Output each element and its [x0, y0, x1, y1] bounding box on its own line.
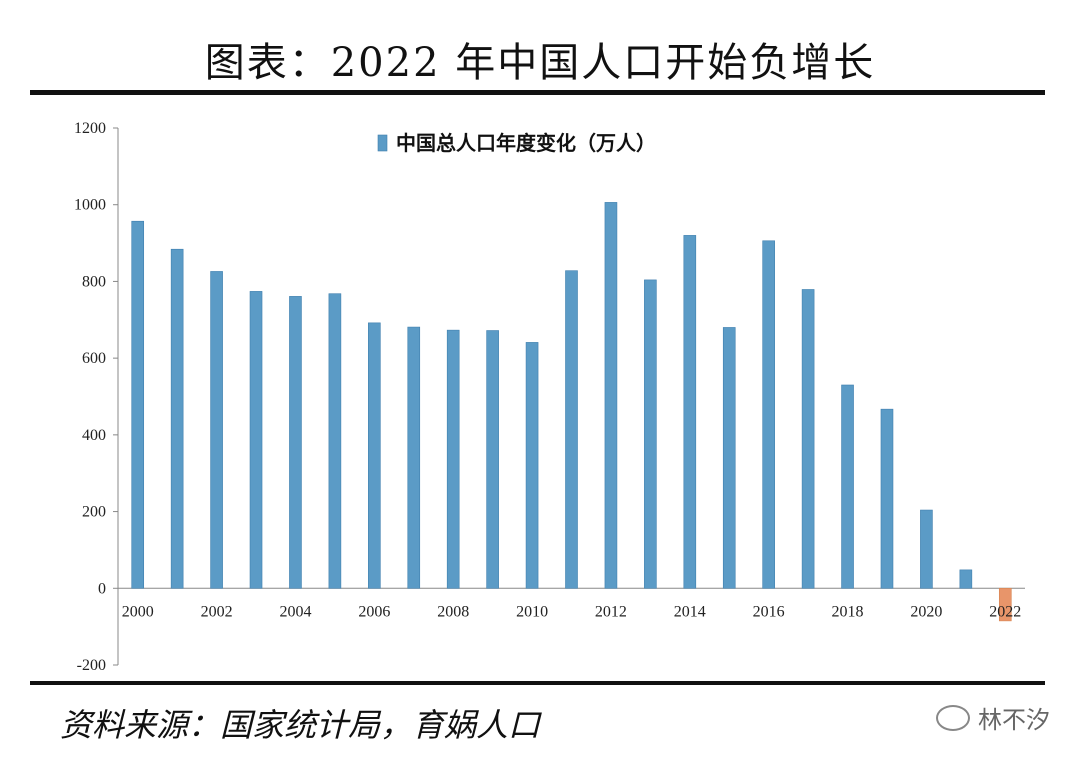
bar-2020	[920, 509, 933, 589]
bar-2003	[249, 291, 263, 589]
y-tick-label: 1200	[74, 120, 106, 137]
page-title: 图表：2022 年中国人口开始负增长	[204, 40, 876, 86]
bar-2009	[486, 330, 499, 589]
x-tick-label: 2016	[753, 603, 785, 620]
source-note: 资料来源：国家统计局，育娲人口	[60, 706, 541, 744]
legend-label: 中国总人口年度变化（万人）	[396, 131, 656, 155]
bar-2008	[446, 329, 460, 589]
bar-2000	[131, 220, 145, 589]
bar-2001	[170, 248, 184, 589]
y-tick-label: 200	[82, 504, 106, 521]
x-tick-label: 2000	[122, 603, 154, 620]
x-tick-label: 2002	[201, 603, 233, 620]
y-tick-label: 800	[82, 273, 106, 290]
bar-2002	[210, 271, 223, 589]
watermark: 林不汐	[936, 700, 1050, 735]
x-tick-label: 2012	[595, 603, 627, 620]
x-tick-label: 2014	[674, 603, 706, 620]
bar-2004	[289, 296, 302, 589]
y-tick-label: 400	[82, 427, 106, 444]
legend-swatch	[377, 134, 388, 152]
bar-2012	[604, 202, 618, 589]
bar-2017	[801, 289, 815, 589]
watermark-text: 林不汐	[978, 706, 1050, 734]
bar-2013	[644, 279, 657, 589]
x-tick-label: 2020	[910, 603, 942, 620]
top-divider	[30, 90, 1045, 95]
bar-2018	[841, 384, 854, 589]
x-tick-label: 2008	[437, 603, 469, 620]
bar-2022	[998, 587, 1012, 622]
bar-2006	[368, 322, 381, 589]
x-tick-label: 2006	[358, 603, 390, 620]
bar-2014	[683, 235, 697, 589]
bar-2016	[762, 240, 775, 589]
x-tick-label: 2010	[516, 603, 548, 620]
bar-2005	[328, 293, 342, 589]
y-tick-label: 0	[98, 580, 106, 597]
wechat-icon	[936, 704, 970, 731]
y-tick-label: -200	[77, 657, 106, 674]
bottom-divider	[30, 681, 1045, 685]
x-tick-label: 2004	[279, 603, 311, 620]
bar-2007	[407, 326, 421, 589]
bar-chart: -200 0 200 400 600 800 1000 1200 2000 2002 2004 200…	[74, 120, 1025, 674]
bar-2019	[880, 408, 894, 589]
x-tick-label: 2022	[989, 603, 1021, 620]
y-tick-label: 1000	[74, 197, 106, 214]
y-tick-label: 600	[82, 350, 106, 367]
bar-2015	[722, 327, 736, 589]
bar-2011	[565, 270, 578, 589]
bar-2021	[959, 569, 973, 589]
bar-2010	[525, 342, 539, 589]
x-tick-label: 2018	[832, 603, 864, 620]
